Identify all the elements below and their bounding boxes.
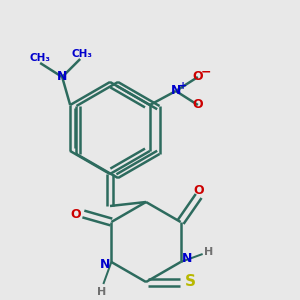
Text: −: − <box>201 65 211 79</box>
Text: O: O <box>193 98 203 112</box>
Text: O: O <box>193 70 203 83</box>
Text: CH₃: CH₃ <box>30 53 51 63</box>
Text: O: O <box>193 184 204 197</box>
Text: N: N <box>100 257 110 271</box>
Text: N: N <box>182 253 192 266</box>
Text: H: H <box>204 247 213 257</box>
Text: +: + <box>179 81 187 91</box>
Text: CH₃: CH₃ <box>72 49 93 59</box>
Text: S: S <box>184 274 196 290</box>
Text: H: H <box>97 287 106 297</box>
Text: N: N <box>171 85 181 98</box>
Text: O: O <box>70 208 81 220</box>
Text: N: N <box>57 70 68 83</box>
